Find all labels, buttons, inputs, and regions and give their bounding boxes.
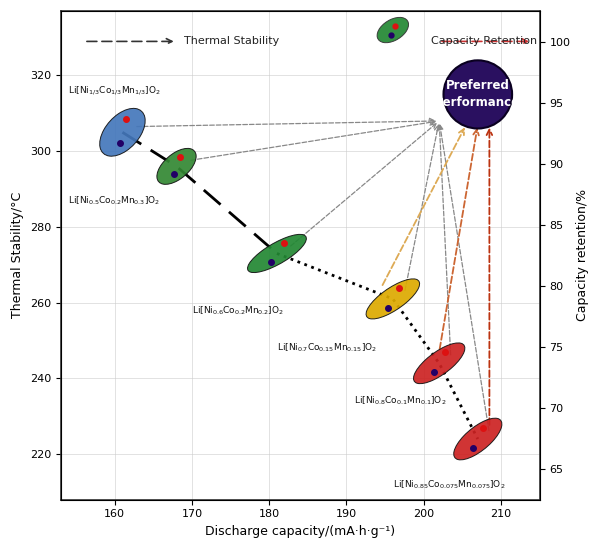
Ellipse shape <box>413 343 465 384</box>
Text: Li[Ni$_{0.85}$Co$_{0.075}$Mn$_{0.075}$]O$_2$: Li[Ni$_{0.85}$Co$_{0.075}$Mn$_{0.075}$]O… <box>393 478 505 491</box>
Ellipse shape <box>377 18 409 43</box>
Text: Li[Ni$_{0.5}$Co$_{0.2}$Mn$_{0.3}$]O$_2$: Li[Ni$_{0.5}$Co$_{0.2}$Mn$_{0.3}$]O$_2$ <box>68 194 161 207</box>
Text: Li[Ni$_{1/3}$Co$_{1/3}$Mn$_{1/3}$]O$_2$: Li[Ni$_{1/3}$Co$_{1/3}$Mn$_{1/3}$]O$_2$ <box>68 84 161 97</box>
Text: Li[Ni$_{0.7}$Co$_{0.15}$Mn$_{0.15}$]O$_2$: Li[Ni$_{0.7}$Co$_{0.15}$Mn$_{0.15}$]O$_2… <box>277 342 377 355</box>
Ellipse shape <box>366 279 419 319</box>
Ellipse shape <box>100 108 145 156</box>
Text: Preferred
Performance: Preferred Performance <box>435 80 520 109</box>
Ellipse shape <box>454 418 502 460</box>
Text: Capacity Retention: Capacity Retention <box>424 36 537 47</box>
Y-axis label: Capacity retention/%: Capacity retention/% <box>576 189 589 321</box>
Ellipse shape <box>248 234 307 273</box>
X-axis label: Discharge capacity/(mA·h·g⁻¹): Discharge capacity/(mA·h·g⁻¹) <box>205 525 395 538</box>
Ellipse shape <box>157 148 196 184</box>
Ellipse shape <box>443 60 512 128</box>
Text: Li[Ni$_{0.8}$Co$_{0.1}$Mn$_{0.1}$]O$_2$: Li[Ni$_{0.8}$Co$_{0.1}$Mn$_{0.1}$]O$_2$ <box>354 395 447 407</box>
Text: Li[Ni$_{0.6}$Co$_{0.2}$Mn$_{0.2}$]O$_2$: Li[Ni$_{0.6}$Co$_{0.2}$Mn$_{0.2}$]O$_2$ <box>192 304 284 317</box>
Text: Thermal Stability: Thermal Stability <box>184 36 280 47</box>
Y-axis label: Thermal Stability/°C: Thermal Stability/°C <box>11 192 24 318</box>
